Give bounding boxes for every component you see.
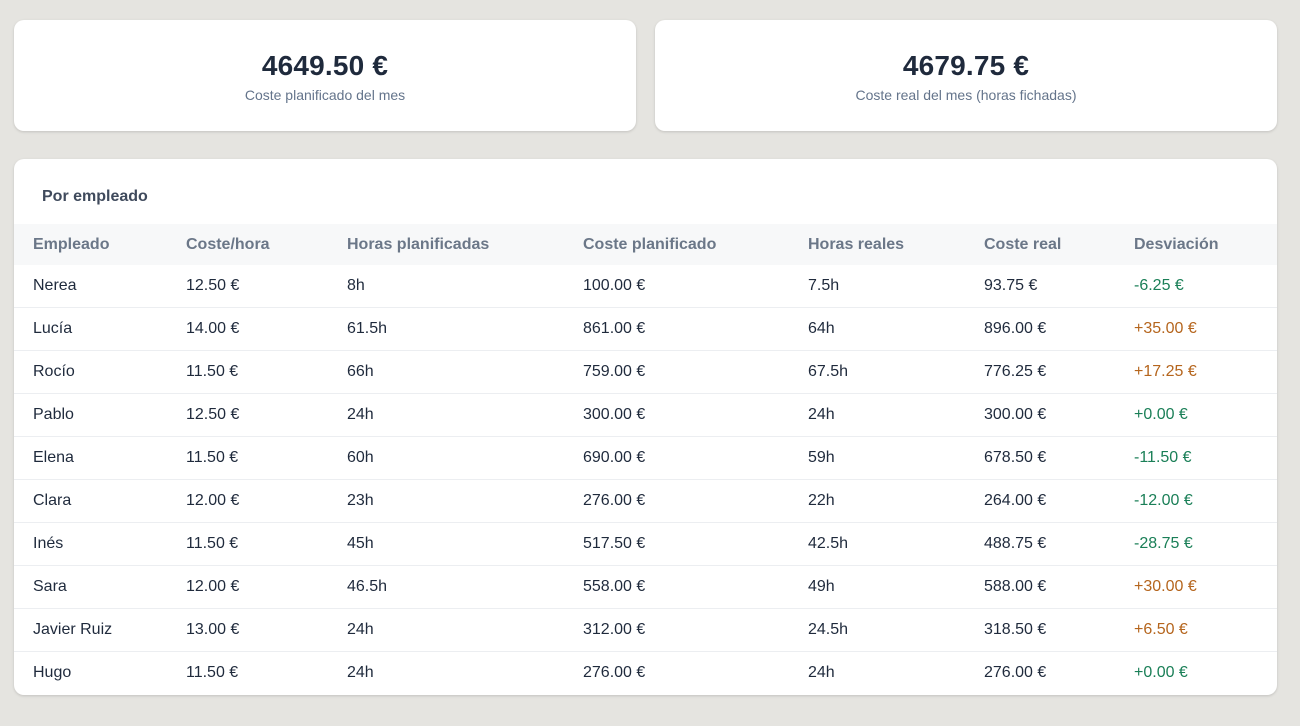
planned-cost-label: Coste planificado del mes — [244, 87, 406, 103]
rate-cell: 12.00 € — [186, 479, 347, 523]
section-title: Por empleado — [42, 188, 148, 205]
table-row: Clara 12.00 €23h 276.00 €22h 264.00 € -12.00… — [14, 479, 1277, 523]
deviation-cell: +17.25 € — [1134, 350, 1277, 394]
rate-cell: 11.50 € — [186, 522, 347, 566]
planned-cost-cell: 558.00 € — [583, 565, 808, 609]
actual-hours-cell: 24.5h — [808, 608, 984, 652]
employee-name-cell: Rocío — [14, 350, 186, 394]
actual-hours-cell: 24h — [808, 664, 835, 681]
actual-cost-cell: 488.75 € — [984, 522, 1134, 566]
table-row: Rocío 11.50 €66h 759.00 €67.5h 776.25 € +17.… — [14, 350, 1277, 394]
planned-hours-cell: 8h — [347, 265, 583, 308]
employee-name-cell: Elena — [14, 436, 186, 480]
planned-hours-cell: 45h — [347, 522, 583, 566]
actual-hours-cell: 7.5h — [808, 265, 984, 308]
planned-cost-cell: 276.00 € — [583, 479, 808, 523]
planned-cost-cell: 276.00 € — [583, 664, 646, 681]
rate-cell: 11.50 € — [186, 664, 239, 681]
table-header-row: Empleado Coste/hora Horas planificadas C… — [14, 224, 1277, 265]
rate-cell: 11.50 € — [186, 350, 347, 394]
employee-name-cell: Sara — [14, 565, 186, 609]
deviation-cell: +35.00 € — [1134, 307, 1277, 351]
actual-hours-cell: 42.5h — [808, 522, 984, 566]
table-row: Nerea 12.50 €8h 100.00 €7.5h 93.75 € -6.25 € — [14, 265, 1277, 308]
actual-hours-cell: 22h — [808, 479, 984, 523]
planned-cost-cell: 759.00 € — [583, 350, 808, 394]
actual-hours-cell: 49h — [808, 565, 984, 609]
employee-cost-panel: Por empleado Empleado Coste/hora Horas p… — [14, 159, 1277, 695]
planned-cost-card: 4649.50 € Coste planificado del mes — [14, 20, 636, 131]
table-row: Inés 11.50 €45h 517.50 €42.5h 488.75 € -28.7… — [14, 522, 1277, 566]
actual-hours-cell: 67.5h — [808, 350, 984, 394]
actual-cost-cell: 276.00 € — [984, 664, 1047, 681]
deviation-cell: -28.75 € — [1134, 522, 1277, 566]
actual-cost-cell: 776.25 € — [984, 350, 1134, 394]
employee-cost-table: Empleado Coste/hora Horas planificadas C… — [14, 224, 1277, 694]
planned-cost-cell: 690.00 € — [583, 436, 808, 480]
table-body: Nerea 12.50 €8h 100.00 €7.5h 93.75 € -6.25 €… — [14, 265, 1277, 694]
actual-cost-value: 4679.75 € — [902, 50, 1030, 81]
deviation-cell: +0.00 € — [1134, 664, 1188, 681]
planned-hours-cell: 24h — [347, 664, 374, 681]
deviation-cell: -11.50 € — [1134, 436, 1277, 480]
actual-hours-cell: 59h — [808, 436, 984, 480]
column-header-actual-hours[interactable]: Horas reales — [808, 235, 905, 253]
actual-cost-cell: 896.00 € — [984, 307, 1134, 351]
planned-hours-cell: 61.5h — [347, 307, 583, 351]
actual-cost-cell: 93.75 € — [984, 265, 1134, 308]
column-header-rate[interactable]: Coste/hora — [186, 235, 270, 253]
rate-cell: 13.00 € — [186, 608, 347, 652]
employee-name-cell: Inés — [14, 522, 186, 566]
planned-cost-cell: 312.00 € — [583, 608, 808, 652]
column-header-deviation[interactable]: Desviación — [1134, 235, 1219, 253]
column-header-employee[interactable]: Empleado — [33, 235, 110, 253]
actual-cost-card: 4679.75 € Coste real del mes (horas fich… — [655, 20, 1277, 131]
planned-hours-cell: 66h — [347, 350, 583, 394]
rate-cell: 14.00 € — [186, 307, 347, 351]
deviation-cell: +0.00 € — [1134, 393, 1277, 437]
planned-cost-cell: 517.50 € — [583, 522, 808, 566]
rate-cell: 12.00 € — [186, 565, 347, 609]
table-row: Sara 12.00 €46.5h 558.00 €49h 588.00 € +30.0… — [14, 565, 1277, 609]
deviation-cell: -12.00 € — [1134, 479, 1277, 523]
rate-cell: 12.50 € — [186, 393, 347, 437]
planned-hours-cell: 60h — [347, 436, 583, 480]
planned-cost-value: 4649.50 € — [261, 50, 389, 81]
rate-cell: 11.50 € — [186, 436, 347, 480]
table-row: Pablo 12.50 €24h 300.00 €24h 300.00 € +0.00 … — [14, 393, 1277, 437]
actual-cost-cell: 678.50 € — [984, 436, 1134, 480]
planned-hours-cell: 46.5h — [347, 565, 583, 609]
employee-name-cell: Pablo — [14, 393, 186, 437]
column-header-planned-hours[interactable]: Horas planificadas — [347, 235, 490, 253]
table-row: Lucía 14.00 €61.5h 861.00 €64h 896.00 € +35.… — [14, 307, 1277, 351]
employee-name-cell: Javier Ruiz — [14, 608, 186, 652]
employee-name-cell: Lucía — [14, 307, 186, 351]
planned-hours-cell: 24h — [347, 608, 583, 652]
deviation-cell: +30.00 € — [1134, 565, 1277, 609]
actual-cost-cell: 318.50 € — [984, 608, 1134, 652]
planned-cost-cell: 300.00 € — [583, 393, 808, 437]
actual-cost-cell: 300.00 € — [984, 393, 1134, 437]
table-row: Elena 11.50 €60h 690.00 €59h 678.50 € -11.50… — [14, 436, 1277, 480]
actual-cost-label: Coste real del mes (horas fichadas) — [855, 87, 1077, 103]
actual-hours-cell: 24h — [808, 393, 984, 437]
actual-cost-cell: 588.00 € — [984, 565, 1134, 609]
column-header-planned-cost[interactable]: Coste planificado — [583, 235, 717, 253]
table-row: Javier Ruiz 13.00 €24h 312.00 €24.5h 318.50… — [14, 608, 1277, 652]
deviation-cell: +6.50 € — [1134, 608, 1277, 652]
deviation-cell: -6.25 € — [1134, 265, 1277, 308]
employee-name-cell: Hugo — [33, 664, 72, 681]
planned-hours-cell: 23h — [347, 479, 583, 523]
employee-name-cell: Clara — [14, 479, 186, 523]
planned-hours-cell: 24h — [347, 393, 583, 437]
actual-cost-cell: 264.00 € — [984, 479, 1134, 523]
planned-cost-cell: 861.00 € — [583, 307, 808, 351]
rate-cell: 12.50 € — [186, 265, 347, 308]
planned-cost-cell: 100.00 € — [583, 265, 808, 308]
column-header-actual-cost[interactable]: Coste real — [984, 235, 1062, 253]
employee-name-cell: Nerea — [14, 265, 186, 308]
table-row: Hugo 11.50 € 24h 276.00 € 24h 276.00 € +0.00 € — [14, 652, 1277, 695]
actual-hours-cell: 64h — [808, 307, 984, 351]
